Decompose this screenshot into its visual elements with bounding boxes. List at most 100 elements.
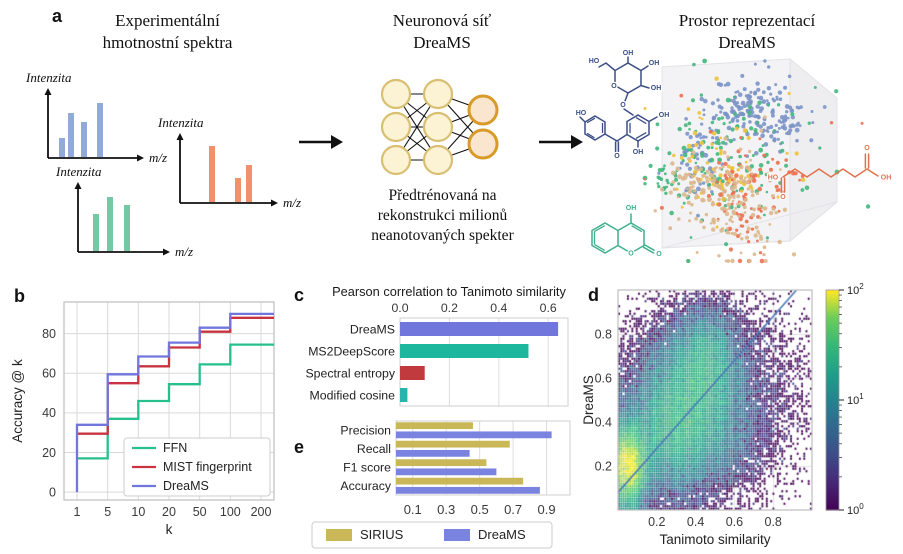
space-title-line1: Prostor reprezentací [678, 11, 816, 30]
nn-title-line2: DreaMS [413, 33, 471, 53]
scatter-point [721, 179, 725, 184]
scatter-point [706, 194, 711, 198]
nn-node [467, 128, 499, 160]
scatter-point [760, 183, 764, 187]
legend-label: SIRIUS [360, 527, 404, 542]
scatter-point [768, 210, 774, 216]
scatter-point [689, 211, 693, 215]
scatter-point [730, 231, 734, 235]
scatter-point [721, 165, 725, 169]
density-plot-axes: 0.2 0.4 0.6 0.8 0.2 0.4 0.6 0.8 Tanimoto similar… [582, 282, 864, 547]
scatter-point [696, 213, 700, 218]
scatter-point [761, 144, 765, 148]
category-label: Spectral entropy [305, 366, 395, 380]
scatter-point [727, 198, 731, 202]
scatter-point [725, 97, 731, 103]
scatter-point [671, 180, 676, 184]
scatter-point [708, 126, 712, 130]
scatter-point [704, 135, 708, 139]
scatter-point [800, 188, 805, 192]
scatter-point [684, 117, 688, 121]
series-line-dreams [75, 312, 274, 493]
scatter-point [694, 216, 698, 221]
scatter-point [734, 182, 738, 185]
scatter-point [739, 136, 743, 140]
scatter-point [727, 207, 731, 210]
legend-swatch [444, 529, 470, 541]
scatter-point [688, 127, 691, 131]
colorbar-segment [826, 505, 839, 509]
scatter-point [756, 96, 760, 100]
colorbar-segment [826, 424, 839, 427]
scatter-point [708, 172, 713, 177]
scatter-point [763, 213, 766, 217]
scatter-point [719, 149, 723, 153]
scatter-point [765, 239, 769, 243]
colorbar-segment [826, 422, 839, 425]
scatter-point [739, 106, 744, 110]
colorbar-segment [826, 336, 839, 339]
scatter-point [829, 121, 834, 125]
scatter-point [745, 230, 750, 234]
scatter-point [746, 226, 751, 231]
scatter-point [761, 99, 767, 104]
legend-label: FFN [163, 441, 187, 455]
coumarin-molecule: OH O O [591, 204, 664, 259]
scatter-point [785, 110, 789, 114]
scatter-point [734, 173, 739, 178]
scatter-point [740, 73, 745, 78]
scatter-point [694, 142, 699, 148]
scatter-point [736, 168, 740, 172]
scatter-point [736, 202, 740, 206]
scatter-point [717, 141, 721, 146]
scatter-point [726, 164, 731, 169]
scatter-point [735, 101, 740, 105]
scatter-point [643, 177, 647, 181]
scatter-point [706, 145, 711, 150]
scatter-point [730, 202, 734, 206]
scatter-point [736, 194, 741, 199]
scatter-point [762, 121, 767, 127]
scatter-point [656, 175, 660, 179]
scatter-point [707, 186, 711, 190]
x-axis-arrowhead-icon [137, 154, 144, 162]
scatter-point [791, 252, 797, 257]
scatter-point [737, 92, 743, 97]
scatter-point [664, 191, 668, 195]
scatter-point [728, 138, 734, 144]
scatter-point [780, 141, 784, 145]
scatter-point [681, 159, 685, 163]
colorbar-segment [826, 391, 839, 394]
spectrum-bar [97, 103, 103, 157]
scatter-point [748, 120, 752, 124]
scatter-point [796, 121, 800, 125]
x-tick-label: 5 [104, 505, 111, 519]
bar-spectral-entropy [400, 366, 425, 380]
nn-node [422, 144, 454, 176]
scatter-point [771, 194, 775, 198]
spectrum-bar [68, 113, 74, 157]
colorbar-segment [826, 338, 839, 342]
scatter-point [726, 125, 732, 131]
scatter-point [741, 179, 747, 184]
scatter-point [777, 90, 783, 95]
y-tick-label: 40 [42, 406, 56, 420]
scatter-point [700, 117, 704, 121]
spectra-title-line2: hmotnostní spektra [102, 33, 233, 53]
scatter-point [704, 212, 709, 217]
scatter-point [656, 182, 660, 185]
scatter-point [775, 95, 779, 99]
scatter-point [782, 207, 788, 212]
scatter-point [744, 235, 750, 240]
scatter-point [723, 173, 728, 178]
scatter-point [744, 176, 747, 180]
scatter-point [691, 180, 696, 185]
scatter-point [732, 184, 738, 190]
scatter-point [807, 121, 811, 125]
scatter-point [675, 187, 679, 191]
scatter-point [768, 223, 772, 226]
scatter-point [742, 112, 746, 117]
scatter-point [769, 167, 773, 172]
y-axis-arrowhead-icon [176, 133, 184, 140]
bar-sirius [396, 477, 524, 485]
